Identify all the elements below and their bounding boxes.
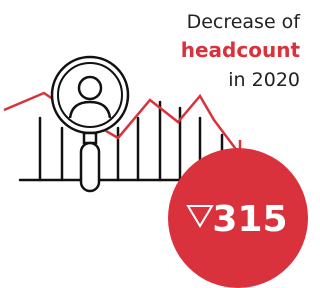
caption-line: in 2020: [228, 69, 300, 91]
caption-highlight: headcount: [181, 38, 301, 62]
graphic: Decrease of headcount in 2020 315: [0, 0, 311, 288]
magnifier-icon: [52, 57, 128, 191]
badge-value: 315: [212, 199, 287, 240]
infographic: Decrease of headcount in 2020 315: [0, 0, 311, 288]
caption-line: Decrease of: [187, 11, 302, 33]
